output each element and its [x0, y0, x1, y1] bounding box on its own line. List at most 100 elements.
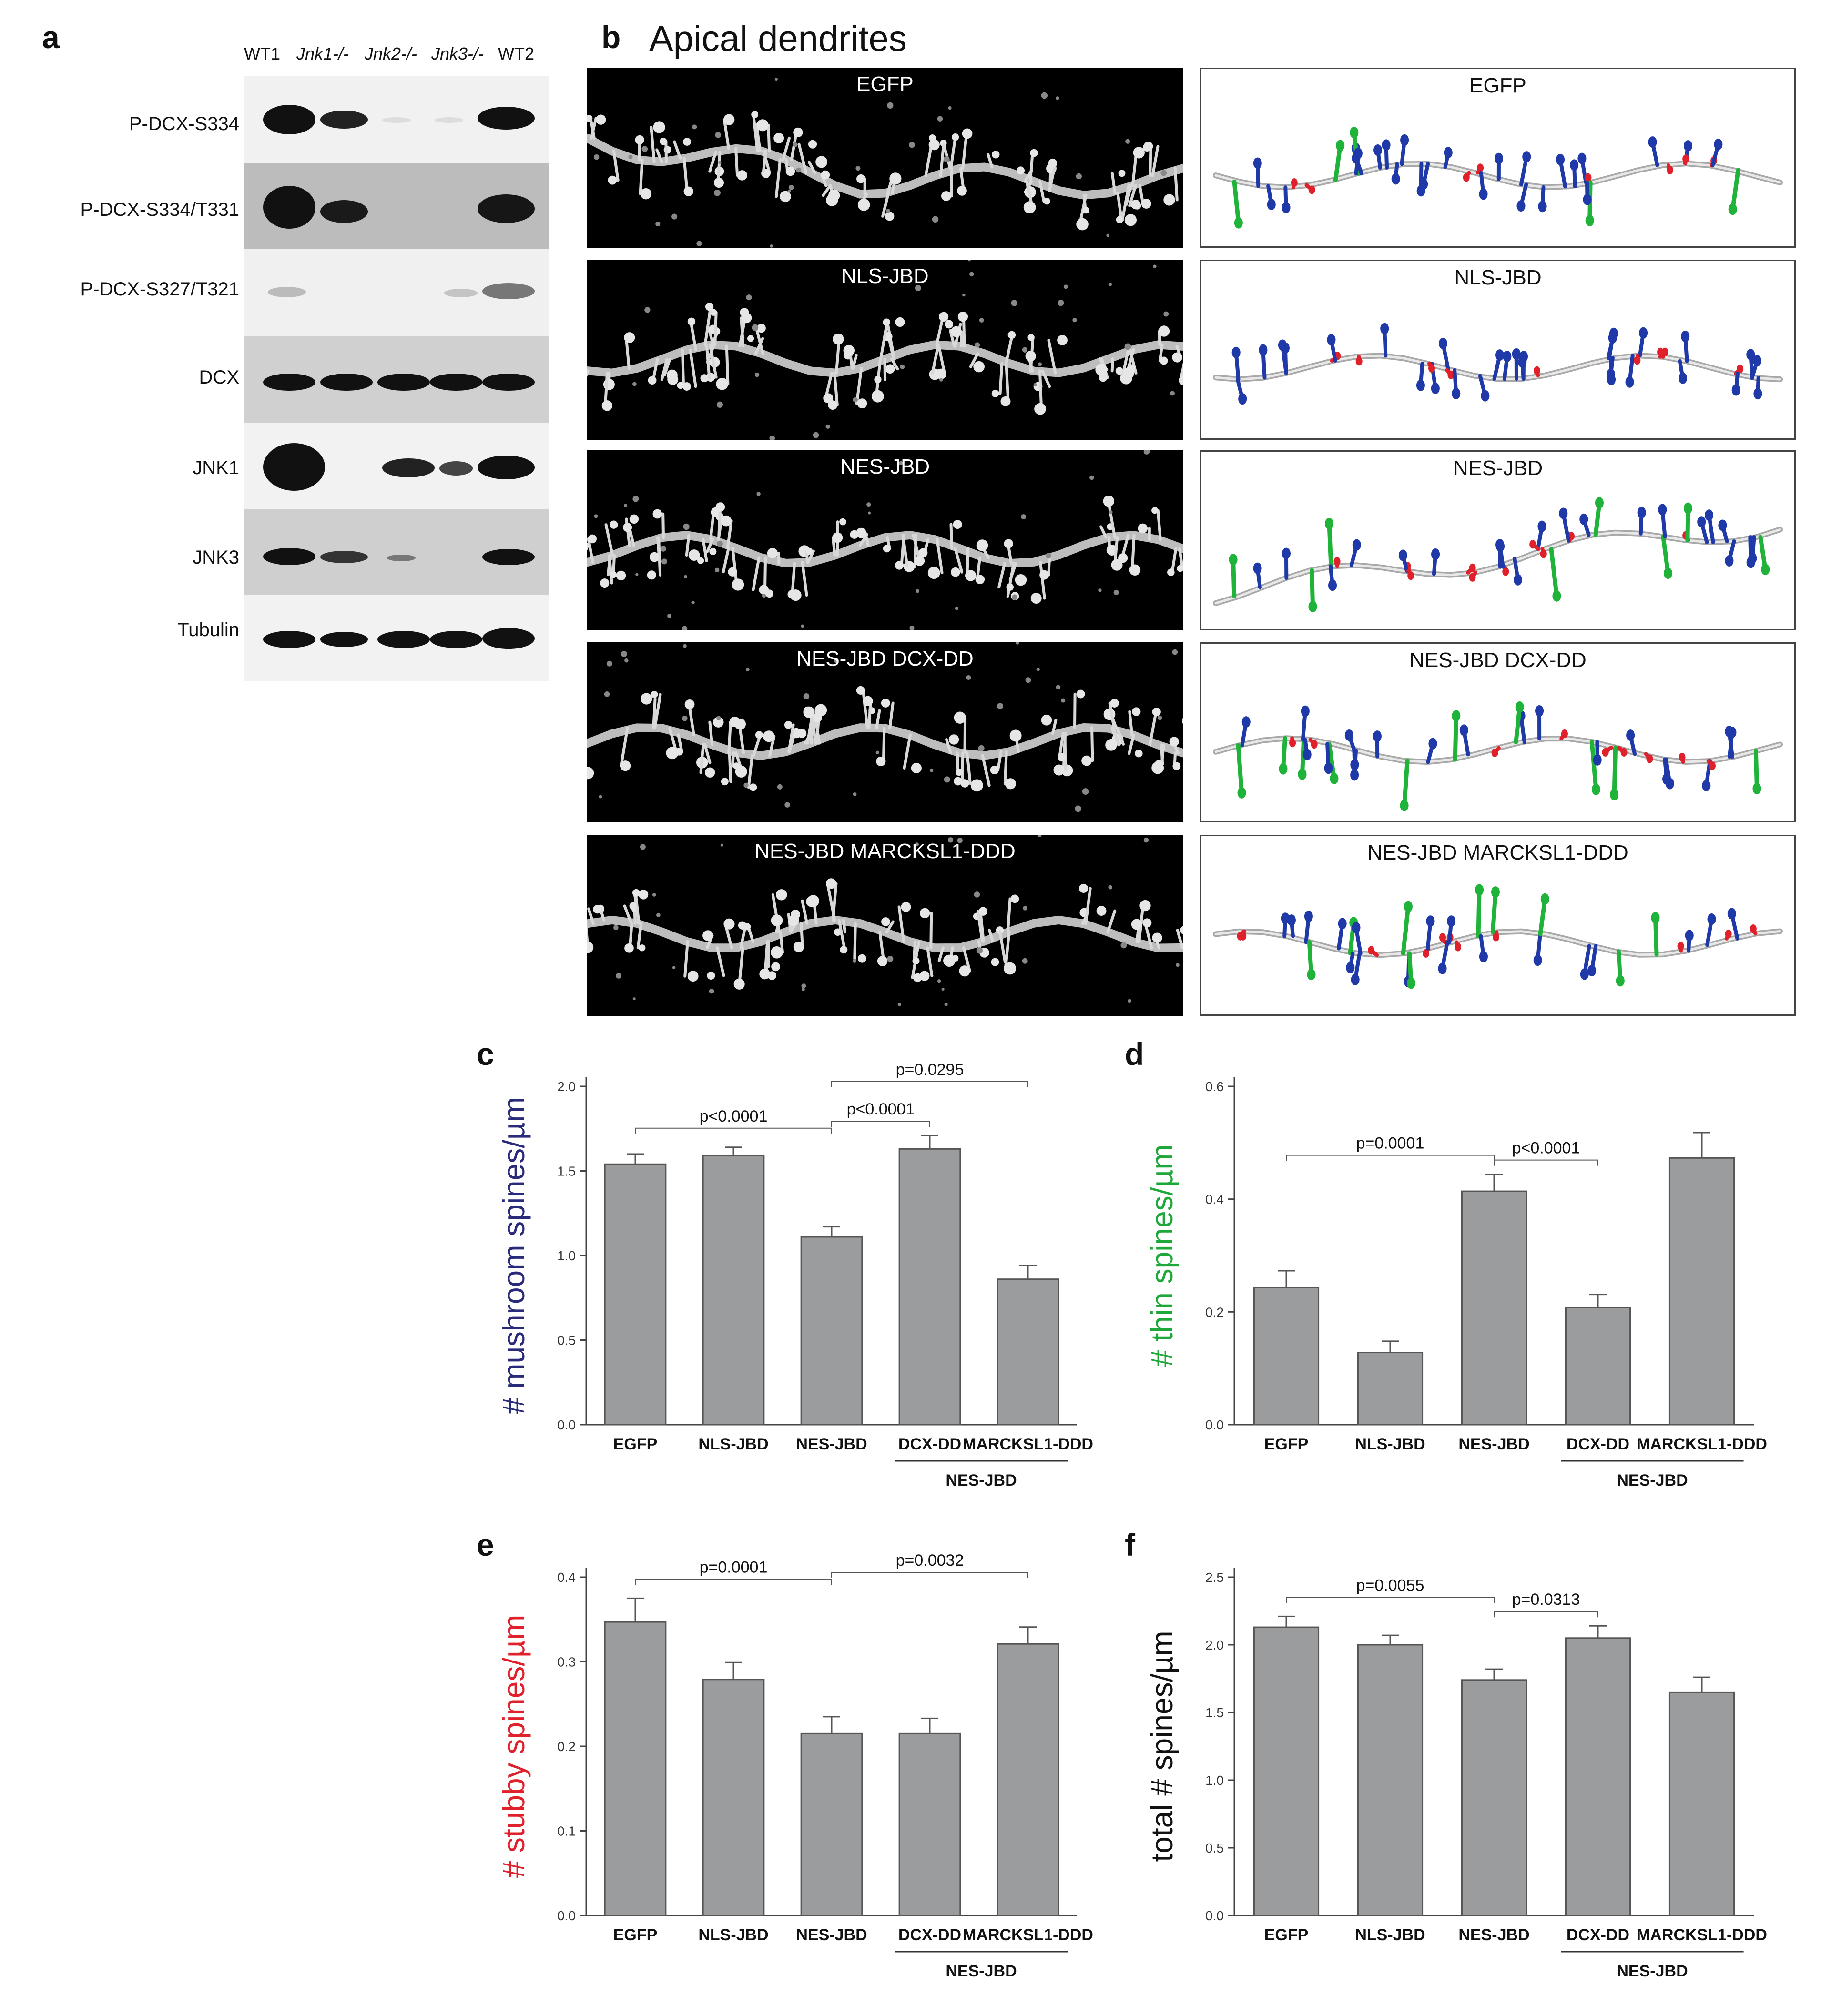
significance-bracket [831, 1572, 1028, 1578]
puncta [1170, 391, 1175, 396]
spine-head [856, 174, 865, 183]
spine-head [1081, 755, 1092, 766]
spine [636, 922, 643, 950]
p-value-label: p=0.0001 [700, 1558, 768, 1576]
spine-head [666, 747, 679, 760]
mushroom-spine-head [1238, 393, 1247, 405]
spine [1130, 534, 1136, 572]
spine-head [1010, 894, 1019, 903]
mushroom-spine-head [1352, 152, 1361, 164]
spine [767, 940, 771, 968]
mushroom-spine-head [1253, 157, 1262, 169]
spine-head [885, 364, 895, 374]
mushroom-spine-head [1324, 762, 1333, 774]
stubby-spine-head [1289, 739, 1296, 748]
puncta [655, 221, 661, 227]
mushroom-spine-head [1382, 139, 1391, 151]
spine-head [771, 962, 780, 972]
spine [728, 751, 732, 783]
spine-head [839, 518, 846, 526]
spine-head [635, 135, 644, 145]
puncta [900, 364, 905, 369]
spine-head [763, 730, 775, 742]
mushroom-spine-head [1685, 930, 1694, 942]
spine-head [954, 777, 962, 786]
spine [791, 561, 796, 596]
puncta [683, 523, 690, 530]
spine-head [856, 527, 866, 538]
stubby-spine-head [1529, 540, 1536, 549]
spine-head [957, 186, 967, 196]
spine-head [759, 585, 769, 595]
spine-head [1163, 194, 1175, 206]
spine [885, 920, 895, 934]
puncta [887, 956, 894, 962]
puncta [1022, 958, 1028, 964]
puncta [1011, 300, 1017, 306]
stubby-spine-head [1540, 549, 1547, 558]
spine-head [751, 111, 759, 118]
spine-head [610, 520, 618, 529]
y-tick-label: 1.0 [557, 1248, 576, 1263]
puncta [866, 502, 871, 507]
blot-tubulin [244, 595, 549, 681]
puncta [717, 540, 723, 547]
thin-spine [1730, 168, 1740, 212]
puncta [604, 691, 610, 697]
puncta [887, 102, 894, 109]
mushroom-spine-head [1705, 509, 1714, 521]
thin-spine [1514, 705, 1522, 745]
spine-head [683, 186, 693, 196]
spine-head [647, 570, 656, 580]
spine-head [688, 549, 700, 561]
mushroom-spine-head [1447, 915, 1456, 927]
group-label: NES-JBD [946, 1962, 1017, 1980]
spine [801, 560, 808, 597]
stubby-spine-head [1455, 942, 1462, 952]
mushroom-spine-head [1287, 914, 1296, 926]
thin-spine-head [1728, 203, 1737, 215]
micrograph-label-nes-jbd-dcx-dd: NES-JBD DCX-DD [796, 647, 974, 670]
y-tick-label: 0.2 [1205, 1305, 1224, 1319]
puncta [915, 285, 921, 292]
spine [754, 337, 764, 355]
spine [752, 556, 761, 591]
spine [1179, 344, 1189, 382]
spine [660, 358, 669, 381]
mushroom-spine-head [1438, 337, 1447, 349]
bar [997, 1278, 1059, 1426]
spine [1128, 183, 1137, 207]
spine [1058, 732, 1065, 759]
stubby-spine-head [1311, 740, 1318, 749]
spine [1038, 560, 1046, 600]
spine-head [955, 769, 963, 776]
spine [1170, 547, 1178, 574]
spine-head [825, 878, 836, 889]
puncta [1076, 173, 1082, 180]
blot-label-tubulin: Tubulin [177, 619, 239, 640]
thin-spine-head [1540, 893, 1549, 905]
puncta [825, 424, 830, 429]
puncta [1109, 510, 1113, 514]
reconstruction-nes-jbd-dcx-dd: NES-JBD DCX-DD [1200, 642, 1796, 822]
puncta [979, 318, 984, 323]
panel-a-letter: a [42, 20, 60, 55]
thin-spine [1327, 521, 1333, 568]
spine-head [788, 914, 799, 926]
puncta [777, 784, 783, 790]
spine-head [797, 729, 807, 738]
spine-head [876, 756, 886, 766]
spine-head [857, 198, 870, 211]
spine-head [771, 946, 783, 959]
puncta [937, 116, 943, 122]
spine [705, 343, 711, 380]
thin-spine-head [1404, 901, 1413, 912]
mushroom-spine-head [1494, 152, 1503, 164]
spine-head [687, 317, 696, 325]
puncta [1143, 837, 1149, 843]
puncta [667, 614, 672, 618]
puncta [1089, 475, 1094, 480]
mushroom-spine-head [1351, 973, 1360, 985]
spine-head [1005, 778, 1016, 790]
spine [607, 554, 611, 577]
